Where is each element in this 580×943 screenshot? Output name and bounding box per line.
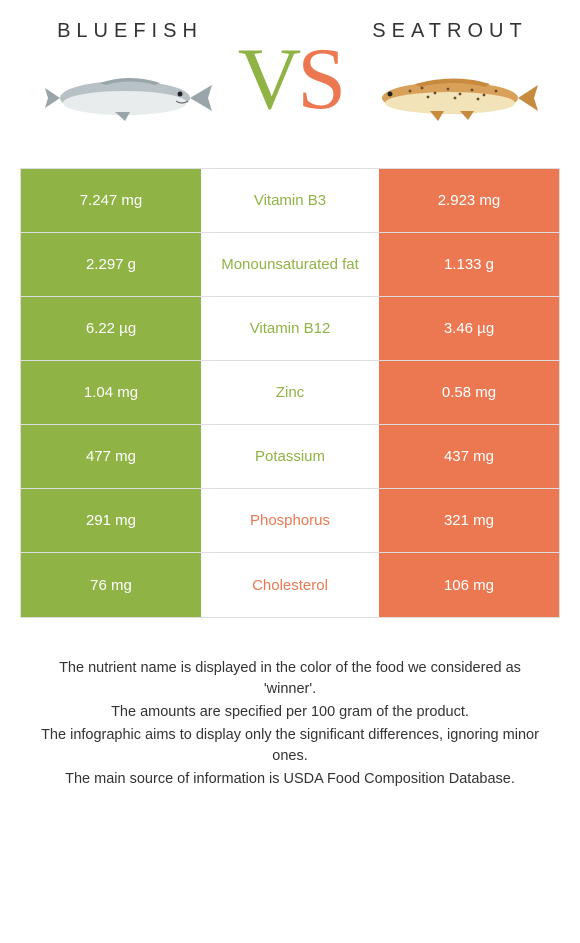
right-value-cell: 3.46 µg [379, 297, 559, 360]
footer-line-1: The nutrient name is displayed in the co… [40, 658, 540, 700]
nutrient-label-cell: Vitamin B12 [201, 297, 379, 360]
comparison-header: Bluefish VS Seatrout [0, 20, 580, 138]
nutrient-comparison-table: 7.247 mgVitamin B32.923 mg2.297 gMonouns… [20, 168, 560, 618]
nutrient-label-cell: Zinc [201, 361, 379, 424]
table-row: 2.297 gMonounsaturated fat1.133 g [21, 233, 559, 297]
vs-label: VS [238, 29, 343, 130]
table-row: 6.22 µgVitamin B123.46 µg [21, 297, 559, 361]
right-food-column: Seatrout [350, 20, 550, 138]
left-value-cell: 2.297 g [21, 233, 201, 296]
table-row: 291 mgPhosphorus321 mg [21, 489, 559, 553]
right-value-cell: 2.923 mg [379, 169, 559, 232]
right-value-cell: 106 mg [379, 553, 559, 617]
nutrient-label-cell: Potassium [201, 425, 379, 488]
left-value-cell: 291 mg [21, 489, 201, 552]
right-value-cell: 437 mg [379, 425, 559, 488]
left-value-cell: 76 mg [21, 553, 201, 617]
left-food-title: Bluefish [57, 20, 203, 43]
table-row: 477 mgPotassium437 mg [21, 425, 559, 489]
left-value-cell: 7.247 mg [21, 169, 201, 232]
table-row: 76 mgCholesterol106 mg [21, 553, 559, 617]
right-value-cell: 1.133 g [379, 233, 559, 296]
footer-line-2: The amounts are specified per 100 gram o… [40, 702, 540, 723]
left-food-column: Bluefish [30, 20, 230, 138]
left-value-cell: 477 mg [21, 425, 201, 488]
right-value-cell: 0.58 mg [379, 361, 559, 424]
left-value-cell: 6.22 µg [21, 297, 201, 360]
right-value-cell: 321 mg [379, 489, 559, 552]
nutrient-label-cell: Cholesterol [201, 553, 379, 617]
vs-s-letter: S [297, 31, 342, 128]
nutrient-label-cell: Phosphorus [201, 489, 379, 552]
footer-line-3: The infographic aims to display only the… [40, 725, 540, 767]
footer-line-4: The main source of information is USDA F… [40, 769, 540, 790]
left-value-cell: 1.04 mg [21, 361, 201, 424]
nutrient-label-cell: Vitamin B3 [201, 169, 379, 232]
footer-notes: The nutrient name is displayed in the co… [0, 658, 580, 790]
seatrout-illustration [360, 58, 540, 138]
table-row: 7.247 mgVitamin B32.923 mg [21, 169, 559, 233]
right-food-title: Seatrout [372, 20, 527, 43]
table-row: 1.04 mgZinc0.58 mg [21, 361, 559, 425]
nutrient-label-cell: Monounsaturated fat [201, 233, 379, 296]
vs-v-letter: V [238, 31, 298, 128]
bluefish-illustration [40, 58, 220, 138]
